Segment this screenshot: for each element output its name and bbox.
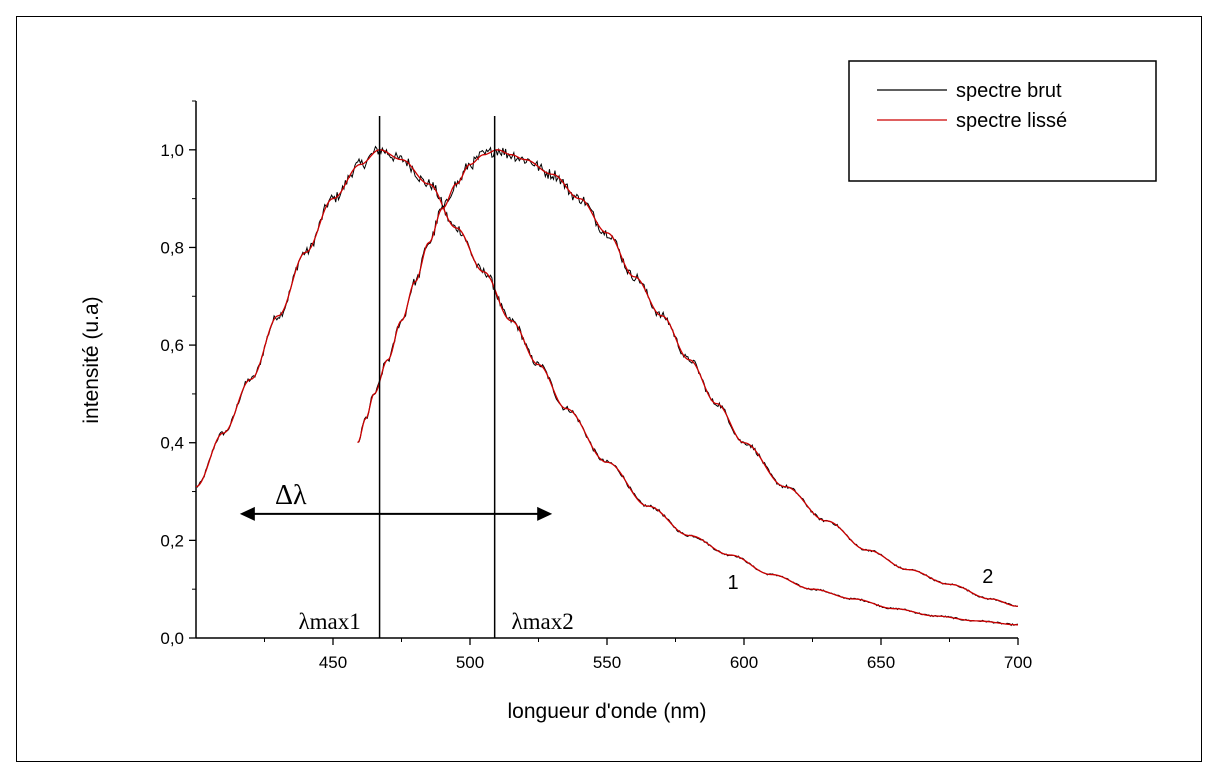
delta-lambda-arrowhead-left [239,506,255,521]
y-tick-label: 0,2 [160,531,184,550]
raw-spectrum-2 [357,146,1019,607]
x-tick-label: 450 [319,653,347,672]
x-ticks: 450 500 550 600 650 700 [264,638,1032,672]
x-tick-label: 500 [456,653,484,672]
raw-spectrum-1 [195,145,1019,627]
figure-frame [16,16,1202,762]
y-tick-label: 1,0 [160,141,184,160]
lambda-max2-label: λmax2 [512,609,574,634]
legend-label-raw: spectre brut [956,80,1062,102]
legend-label-smooth: spectre lissé [956,110,1067,132]
curve-1-label: 1 [727,572,738,594]
y-tick-label: 0,0 [160,629,184,648]
curves [195,145,1019,627]
y-tick-label: 0,8 [160,238,184,257]
x-tick-label: 600 [730,653,758,672]
legend-box [848,60,1157,182]
delta-lambda-label: Δλ [275,480,307,511]
y-axis-title: intensité (u.a) [80,296,103,423]
x-tick-label: 650 [867,653,895,672]
delta-lambda-arrowhead-right [537,506,553,521]
x-tick-label: 550 [593,653,621,672]
y-ticks: 0,0 0,2 0,4 0,6 0,8 1,0 [160,100,196,648]
smoothed-spectrum-1 [195,149,1019,626]
x-axis-title: longueur d'onde (nm) [508,700,707,723]
y-tick-label: 0,6 [160,336,184,355]
lambda-max1-label: λmax1 [298,609,360,634]
curve-2-label: 2 [982,566,993,588]
x-tick-label: 700 [1004,653,1032,672]
y-tick-label: 0,4 [160,434,184,453]
legend: spectre brut spectre lissé [848,60,1157,182]
smoothed-spectrum-2 [357,149,1019,607]
